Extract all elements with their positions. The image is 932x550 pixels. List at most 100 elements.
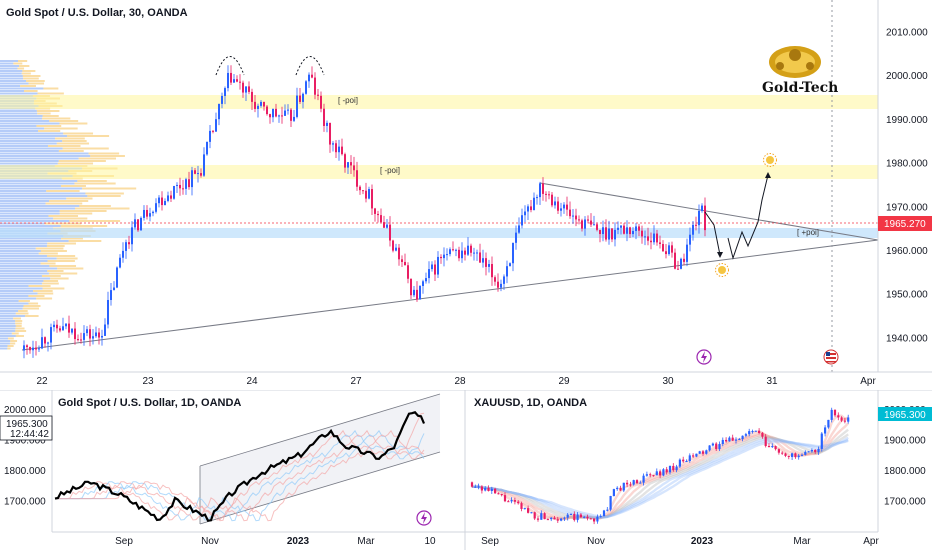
time-tick-label: 23 <box>142 376 154 387</box>
price-axis-left[interactable]: 2000.000 1900.000 1800.000 1700.000 <box>4 405 46 507</box>
candle-body <box>155 203 157 212</box>
candle-body <box>182 188 184 190</box>
candle-body <box>477 486 480 488</box>
double-top-arc-left <box>215 56 245 76</box>
candle-body <box>482 258 484 263</box>
time-axis-left[interactable]: Sep Nov 2023 Mar 10 <box>115 536 436 547</box>
candle-body <box>639 482 642 484</box>
volume-bar-buy <box>0 155 91 157</box>
volume-bar-buy <box>0 250 41 252</box>
candle-body <box>540 513 543 520</box>
candle-body <box>683 258 685 262</box>
volume-bar-buy <box>0 112 38 115</box>
candle-body <box>632 230 634 235</box>
candle-body <box>807 451 810 453</box>
candle-body <box>596 516 599 522</box>
ma-ribbon-line <box>472 433 849 520</box>
candle-body <box>576 514 579 521</box>
price-axis[interactable]: 2010.000 2000.000 1990.000 1980.000 1970.000… <box>886 27 928 344</box>
volume-bar-sell <box>60 185 86 187</box>
candle-body <box>685 461 688 463</box>
candle-body <box>814 449 817 453</box>
triangle-upper-trendline[interactable] <box>539 182 879 241</box>
countdown-label: 12:44:42 <box>10 429 49 440</box>
volume-bar-buy <box>0 222 45 225</box>
candle-body <box>527 206 529 212</box>
candle-body <box>119 257 121 268</box>
candle-body <box>191 170 193 188</box>
lightning-icon[interactable] <box>696 349 712 365</box>
candle-body <box>602 227 604 235</box>
candle-body <box>563 204 565 209</box>
us-flag-icon[interactable] <box>823 349 839 365</box>
candle-body <box>356 170 358 187</box>
volume-bar-sell <box>15 335 24 337</box>
candle-body <box>731 437 734 441</box>
volume-bar-buy <box>0 67 18 70</box>
volume-bar-buy <box>0 77 24 80</box>
projection-arrow-up <box>765 172 771 178</box>
candle-body <box>744 434 747 436</box>
candle-body <box>479 252 481 263</box>
candle-body <box>47 342 49 344</box>
candle-body <box>830 409 833 420</box>
candle-body <box>281 115 283 117</box>
candle-body <box>650 240 652 243</box>
candle-body <box>35 347 37 350</box>
candle-body <box>629 227 631 235</box>
volume-bar-sell <box>85 192 124 195</box>
time-axis-right[interactable]: Sep Nov 2023 Mar Apr <box>481 536 879 547</box>
candle-body <box>596 224 598 230</box>
main-chart-pane[interactable]: [ -poi] [ -poi] [ +poi] Gold-Tech <box>0 0 932 390</box>
zone-label-support: [ +poi] <box>797 228 819 237</box>
volume-bar-buy <box>0 315 26 317</box>
candle-body <box>236 79 238 82</box>
candle-body <box>668 465 672 473</box>
volume-bar-buy <box>0 110 37 112</box>
volume-bar-sell <box>7 345 14 347</box>
candle-body <box>767 446 771 448</box>
volume-bar-buy <box>0 330 16 332</box>
volume-bar-sell <box>15 312 29 315</box>
lightning-icon-small[interactable] <box>416 510 432 526</box>
candle-body <box>488 264 490 267</box>
volume-bar-buy <box>0 270 48 272</box>
candle-body <box>254 101 256 109</box>
channel-lower-line[interactable] <box>199 451 441 525</box>
candle-body <box>152 211 154 214</box>
time-tick-label: Mar <box>793 536 811 547</box>
volume-bar-buy <box>0 312 16 315</box>
candle-body <box>677 268 679 270</box>
ma-line <box>55 429 425 522</box>
candle-body <box>635 226 637 231</box>
volume-bar-sell <box>57 162 94 165</box>
candle-body <box>293 116 295 121</box>
candle-body <box>65 323 67 327</box>
triangle-lower-trendline[interactable] <box>21 239 879 351</box>
volume-bar-sell <box>28 82 45 85</box>
price-tick-label: 1900.000 <box>4 436 46 447</box>
volume-bar-buy <box>0 335 16 337</box>
volume-bar-buy <box>0 162 58 165</box>
daily-chart-pane-left[interactable]: 2000.000 1900.000 1800.000 1700.000 1965.30… <box>0 390 466 550</box>
volume-bar-buy <box>0 317 14 320</box>
candle-body <box>434 264 436 275</box>
volume-bar-sell <box>47 270 64 272</box>
volume-bar-buy <box>0 207 75 210</box>
candle-body <box>425 278 427 282</box>
volume-bar-buy <box>0 85 21 87</box>
candle-body <box>278 115 280 117</box>
volume-bar-buy <box>0 265 50 267</box>
volume-bar-sell <box>18 60 28 62</box>
channel-upper-line[interactable] <box>199 393 441 467</box>
candle-body <box>578 219 580 221</box>
candle-body <box>609 495 612 510</box>
candle-body <box>557 201 559 211</box>
main-chart-title: Gold Spot / U.S. Dollar, 30, OANDA <box>6 7 188 19</box>
candle-body <box>674 252 676 269</box>
volume-bar-sell <box>49 265 77 267</box>
time-axis[interactable]: 22 23 24 27 28 29 30 31 Apr <box>36 376 876 387</box>
volume-bar-buy <box>0 300 19 302</box>
volume-bar-sell <box>42 287 65 290</box>
